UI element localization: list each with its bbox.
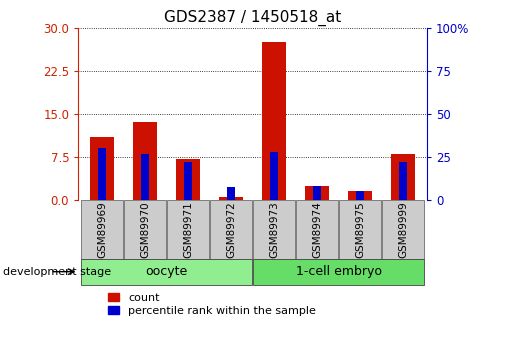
Bar [339, 200, 381, 259]
Bar [296, 200, 338, 259]
Title: GDS2387 / 1450518_at: GDS2387 / 1450518_at [164, 10, 341, 26]
Bar [348, 191, 372, 200]
Bar [141, 154, 149, 200]
Bar [227, 187, 235, 200]
Bar [391, 154, 415, 200]
Text: GSM89974: GSM89974 [312, 201, 322, 258]
Bar [253, 200, 295, 259]
Bar [124, 200, 166, 259]
Bar [133, 122, 157, 200]
Text: GSM89972: GSM89972 [226, 201, 236, 258]
Bar [399, 162, 407, 200]
Bar [98, 148, 106, 200]
Bar [167, 200, 209, 259]
Bar [253, 259, 424, 285]
Text: GSM89971: GSM89971 [183, 201, 193, 258]
Text: oocyte: oocyte [145, 265, 187, 278]
Bar [176, 159, 200, 200]
Legend: count, percentile rank within the sample: count, percentile rank within the sample [104, 288, 320, 321]
Bar [90, 137, 114, 200]
Bar [81, 259, 252, 285]
Bar [270, 152, 278, 200]
Text: GSM89969: GSM89969 [97, 201, 107, 258]
Text: GSM89999: GSM89999 [398, 201, 408, 258]
Text: development stage: development stage [3, 267, 111, 277]
Bar [219, 197, 243, 200]
Bar [305, 186, 329, 200]
Text: 1-cell embryo: 1-cell embryo [295, 265, 382, 278]
Bar [382, 200, 424, 259]
Bar [184, 162, 192, 200]
Text: GSM89973: GSM89973 [269, 201, 279, 258]
Bar [356, 190, 364, 200]
Text: GSM89975: GSM89975 [355, 201, 365, 258]
Bar [210, 200, 252, 259]
Bar [262, 42, 286, 200]
Bar [313, 186, 321, 200]
Text: GSM89970: GSM89970 [140, 201, 150, 258]
Bar [81, 200, 123, 259]
